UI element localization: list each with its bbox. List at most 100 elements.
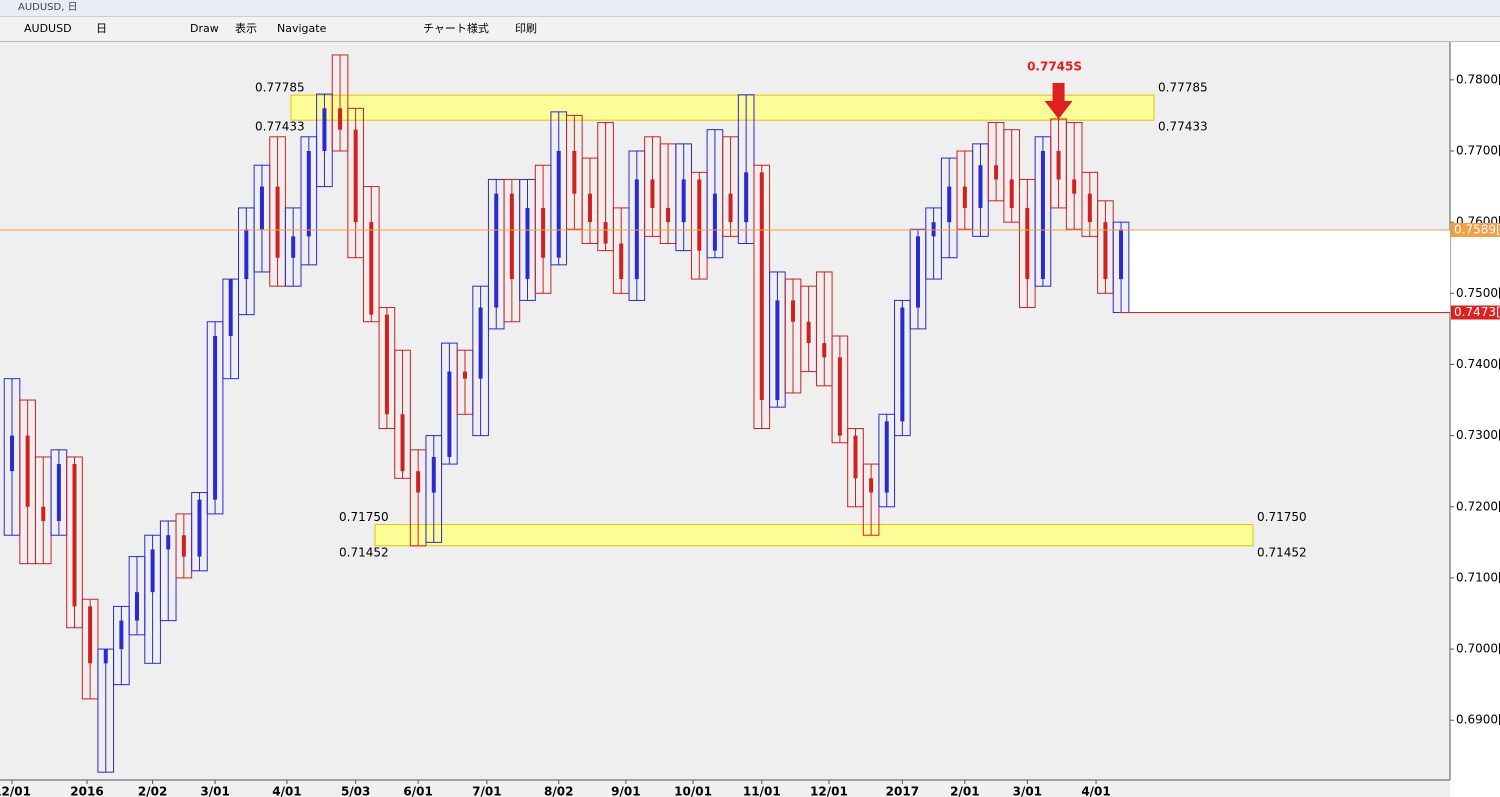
price-label-bg (1451, 305, 1500, 320)
candle-body (56, 464, 61, 521)
candle-body (1009, 179, 1014, 208)
candle-body (322, 108, 327, 151)
candle-body (947, 186, 952, 223)
x-tick-label: 3/01 (200, 785, 229, 797)
plot-bg (0, 42, 1450, 780)
x-tick-label: 11/01 (743, 785, 781, 797)
candle-body (478, 307, 483, 379)
candle-body (150, 549, 155, 593)
x-tick-label: 2017 (886, 785, 919, 797)
candle-body (509, 193, 514, 280)
candle-body (556, 151, 561, 258)
navigate-menu[interactable]: Navigate (277, 22, 327, 35)
x-tick-label: 3/01 (1013, 785, 1042, 797)
x-tick-label: 5/03 (341, 785, 370, 797)
candle-body (25, 435, 30, 507)
candle-body (587, 193, 592, 223)
candle-body (431, 456, 436, 493)
candle-body (962, 186, 967, 208)
draw-menu[interactable]: Draw (190, 22, 219, 35)
candle-body (291, 236, 296, 258)
zone-bottom-label: 0.77433 (1158, 120, 1208, 134)
zone (374, 524, 1254, 547)
candle-body (197, 499, 202, 557)
price-axis-bg (1450, 42, 1500, 797)
chart: 0.6900[0.7000[0.7100[0.7200[0.7300[0.740… (0, 42, 1500, 797)
x-tick-label: 8/02 (544, 785, 573, 797)
candle-body (306, 151, 311, 237)
candle-body (837, 357, 842, 436)
candle-body (525, 207, 530, 280)
x-tick-label: 10/01 (674, 785, 712, 797)
candle-body (1119, 229, 1124, 280)
candle-body (775, 300, 780, 401)
candle-body (119, 620, 124, 650)
candle-body (853, 435, 858, 479)
candle-body (884, 421, 889, 493)
candle-body (259, 186, 264, 230)
view-menu[interactable]: 表示 (235, 22, 257, 35)
zone-top-label: 0.77785 (1158, 81, 1208, 95)
candle-body (1087, 193, 1092, 223)
x-tick-label: 2/02 (138, 785, 167, 797)
candle-body (634, 179, 639, 280)
annotation-arrow (1044, 82, 1073, 119)
candle-body (384, 314, 389, 415)
candle-body (181, 535, 186, 557)
zone-top-label: 0.71750 (1257, 510, 1307, 524)
y-tick-label: 0.7200[ (1456, 499, 1500, 513)
print-menu[interactable]: 印刷 (515, 22, 537, 35)
zone-bottom-label: 0.77433 (255, 120, 305, 134)
candle-body (416, 471, 421, 493)
candle-body (338, 108, 343, 130)
candle-body (275, 186, 280, 258)
price-label: 0.7589[ (1454, 222, 1500, 236)
x-tick-label: 9/01 (611, 785, 640, 797)
candle-body (244, 229, 249, 280)
candle-body (1025, 207, 1030, 280)
candle-body (353, 129, 358, 223)
y-tick-label: 0.7500[ (1456, 286, 1500, 300)
x-tick-label: 2016 (70, 785, 103, 797)
candle-body (463, 371, 468, 379)
period-select[interactable]: 日 (96, 22, 107, 35)
candle-body (72, 464, 77, 607)
candle-body (228, 279, 233, 336)
week-range-box (1034, 136, 1052, 287)
zone-bottom-label: 0.71452 (339, 545, 389, 559)
y-tick-label: 0.7300[ (1456, 428, 1500, 442)
candle-body (728, 193, 733, 223)
candle-body (759, 172, 764, 401)
x-tick-label: 4/01 (272, 785, 301, 797)
x-tick-label: 7/01 (472, 785, 501, 797)
x-tick-label: 2/01 (950, 785, 979, 797)
candle-body (1056, 151, 1061, 180)
candle-body (134, 592, 139, 621)
annotation-text: 0.7745S (1027, 59, 1082, 73)
symbol-select[interactable]: AUDUSD (24, 22, 72, 35)
y-tick-label: 0.7700[ (1456, 144, 1500, 158)
price-label-bg (1451, 222, 1500, 237)
candle-body (494, 193, 499, 308)
candle-body (369, 222, 374, 315)
current-range (1128, 229, 1450, 313)
style-menu[interactable]: チャート様式 (423, 22, 489, 35)
price-label: 0.7473[ (1454, 305, 1500, 319)
window-title: AUDUSD, 日 (18, 2, 78, 13)
candle-body (900, 307, 905, 422)
zone-top-label: 0.71750 (339, 510, 389, 524)
candle-body (603, 222, 608, 244)
x-tick-label: 12/01 (810, 785, 848, 797)
candle-body (978, 165, 983, 208)
candle-body (869, 478, 874, 493)
candle-body (994, 165, 999, 180)
zone-bottom-label: 0.71452 (1257, 545, 1307, 559)
candle-body (166, 535, 171, 550)
y-tick-label: 0.7100[ (1456, 570, 1500, 584)
candle-body (744, 172, 749, 223)
y-tick-label: 0.7400[ (1456, 357, 1500, 371)
candle-body (88, 606, 93, 664)
candle-body (806, 321, 811, 344)
y-tick-label: 0.7000[ (1456, 642, 1500, 656)
